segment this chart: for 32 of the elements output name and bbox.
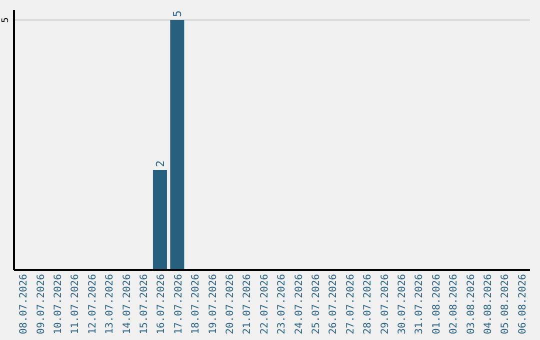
x-tick-label: 24.07.2026 bbox=[294, 274, 305, 334]
x-tick-label: 25.07.2026 bbox=[311, 274, 322, 334]
x-tick-label: 11.07.2026 bbox=[70, 274, 82, 334]
data-label: 2 bbox=[154, 160, 167, 167]
x-tick-label: 04.08.2026 bbox=[483, 274, 494, 334]
x-tick-label: 31.07.2026 bbox=[414, 274, 426, 334]
x-tick-label: 17.07.2026 bbox=[173, 274, 184, 334]
x-tick-label: 08.07.2026 bbox=[18, 274, 30, 334]
x-tick-label: 21.07.2026 bbox=[242, 274, 254, 334]
x-tick-label: 05.08.2026 bbox=[500, 274, 512, 334]
x-tick-label: 02.08.2026 bbox=[448, 274, 460, 334]
x-tick-label: 23.07.2026 bbox=[276, 274, 288, 334]
data-label: 5 bbox=[171, 10, 184, 17]
x-tick-label: 20.07.2026 bbox=[225, 274, 236, 334]
x-tick-label: 29.07.2026 bbox=[380, 274, 391, 334]
x-tick-label: 01.08.2026 bbox=[431, 274, 442, 334]
x-tick-label: 13.07.2026 bbox=[104, 274, 116, 334]
x-tick-label: 12.07.2026 bbox=[87, 274, 98, 334]
x-tick-label: 28.07.2026 bbox=[362, 274, 374, 334]
x-tick-label: 22.07.2026 bbox=[259, 274, 270, 334]
x-tick-label: 09.07.2026 bbox=[36, 274, 47, 334]
x-tick-label: 27.07.2026 bbox=[345, 274, 356, 334]
x-tick-label: 18.07.2026 bbox=[190, 274, 202, 334]
x-tick-label: 15.07.2026 bbox=[139, 274, 150, 334]
x-tick-label: 14.07.2026 bbox=[122, 274, 133, 334]
x-tick-label: 19.07.2026 bbox=[208, 274, 219, 334]
x-tick-label: 16.07.2026 bbox=[156, 274, 168, 334]
x-tick-label: 06.08.2026 bbox=[517, 274, 528, 334]
x-tick-label: 03.08.2026 bbox=[466, 274, 477, 334]
x-tick-label: 10.07.2026 bbox=[53, 274, 64, 334]
x-tick-label: 30.07.2026 bbox=[397, 274, 408, 334]
x-tick-label: 26.07.2026 bbox=[328, 274, 340, 334]
